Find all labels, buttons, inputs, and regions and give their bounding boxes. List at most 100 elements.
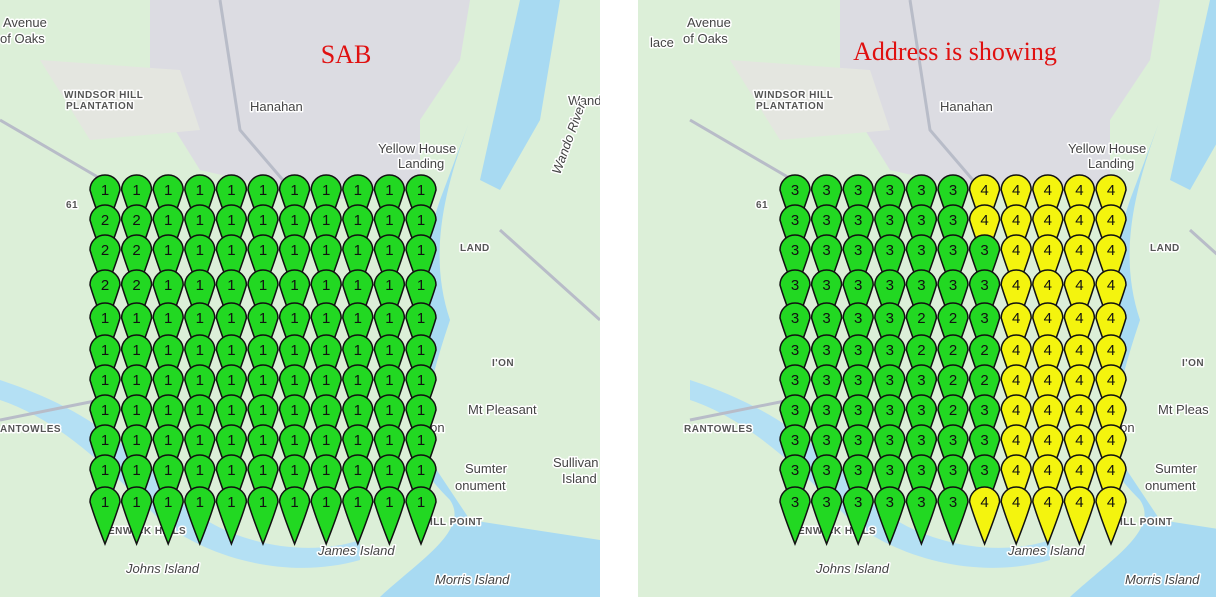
pin-label: 1 [259,277,267,294]
pin-label: 1 [196,432,204,449]
map-pin [1095,486,1127,547]
pin-label: 3 [949,182,957,199]
pin-label: 3 [980,310,988,327]
pin-label: 4 [1012,432,1020,449]
pin-label: 3 [917,402,925,419]
pin-label: 1 [164,212,172,229]
pin-label: 2 [132,212,140,229]
pin-label: 3 [949,432,957,449]
pin-label: 4 [1075,432,1083,449]
map-pin [937,486,969,547]
place-label: Yellow House [1068,141,1146,156]
pin-label: 3 [886,310,894,327]
pin-label: 3 [980,402,988,419]
place-label: 61 [756,200,768,211]
map-pin [968,486,1001,547]
pin-label: 1 [385,494,393,511]
place-label: RANTOWLES [684,424,753,435]
water [480,0,560,190]
pin-label: 2 [949,372,957,389]
pin-label: 3 [854,310,862,327]
pin-label: 1 [354,212,362,229]
place-label: I'ON [492,358,514,369]
pin-label: 3 [917,432,925,449]
pin-label: 2 [949,310,957,327]
pin-label: 1 [385,310,393,327]
pin-label: 1 [290,462,298,479]
pin-label: 3 [917,212,925,229]
pin-label: 1 [417,432,425,449]
pin-label: 1 [259,402,267,419]
pin-label: 3 [822,277,830,294]
pin-label: 1 [417,212,425,229]
pin-label: 1 [132,182,140,199]
pin-label: 4 [1075,342,1083,359]
place-label: Sumter [465,461,508,476]
pin-label: 1 [322,402,330,419]
urban-area [730,60,890,140]
pin-label: 1 [196,212,204,229]
pin-label: 1 [196,402,204,419]
pin-label: 3 [854,462,862,479]
pin-label: 4 [980,494,988,511]
pin-label: 4 [1075,372,1083,389]
place-label: Avenue [687,15,731,30]
pin-label: 1 [385,462,393,479]
pin-label: 2 [980,372,988,389]
pin-label: 4 [1044,494,1052,511]
map-pin [874,486,906,547]
pin-label: 1 [227,342,235,359]
map-pin [310,486,342,547]
pin-label: 3 [822,462,830,479]
pin-label: 3 [791,310,799,327]
pin-label: 3 [791,372,799,389]
water [0,380,360,568]
pin-label: 1 [354,242,362,259]
pin-label: 1 [354,402,362,419]
pin-label: 3 [854,432,862,449]
pin-label: 1 [322,310,330,327]
pin-label: 3 [791,277,799,294]
pin-label: 3 [822,402,830,419]
pin-label: 1 [132,494,140,511]
map-pin [1063,486,1096,547]
pin-label: 4 [1107,310,1115,327]
pin-label: 4 [1107,342,1115,359]
pin-label: 4 [980,182,988,199]
pin-label: 4 [1044,310,1052,327]
pin-label: 1 [259,212,267,229]
pin-label: 1 [132,462,140,479]
pin-label: 4 [1075,310,1083,327]
road [0,0,600,422]
pin-label: 1 [417,372,425,389]
pin-label: 1 [290,494,298,511]
pin-label: 4 [1044,342,1052,359]
place-label: Morris Island [1125,572,1200,587]
pin-label: 4 [1012,242,1020,259]
map-pin [152,486,184,547]
pin-label: 3 [791,402,799,419]
water [380,120,600,597]
pin-label: 4 [1044,212,1052,229]
pin-label: 3 [980,462,988,479]
map-pin [810,486,843,547]
pin-label: 1 [290,277,298,294]
pin-label: 4 [1075,494,1083,511]
pin-label: 1 [227,372,235,389]
pin-label: 3 [822,182,830,199]
pin-label: 4 [1044,182,1052,199]
map-pin [278,486,311,547]
map-pin [215,486,248,547]
pin-label: 3 [854,242,862,259]
pin-label: 3 [791,212,799,229]
place-label: Avenue [3,15,47,30]
pin-label: 1 [132,432,140,449]
place-label: PLANTATION [756,101,824,112]
urban-area [150,0,470,200]
place-label: LAND [460,243,490,254]
pin-label: 4 [1044,277,1052,294]
place-label: Mt Pleasant [468,402,537,417]
pin-label: 4 [1107,212,1115,229]
pin-label: 1 [385,432,393,449]
